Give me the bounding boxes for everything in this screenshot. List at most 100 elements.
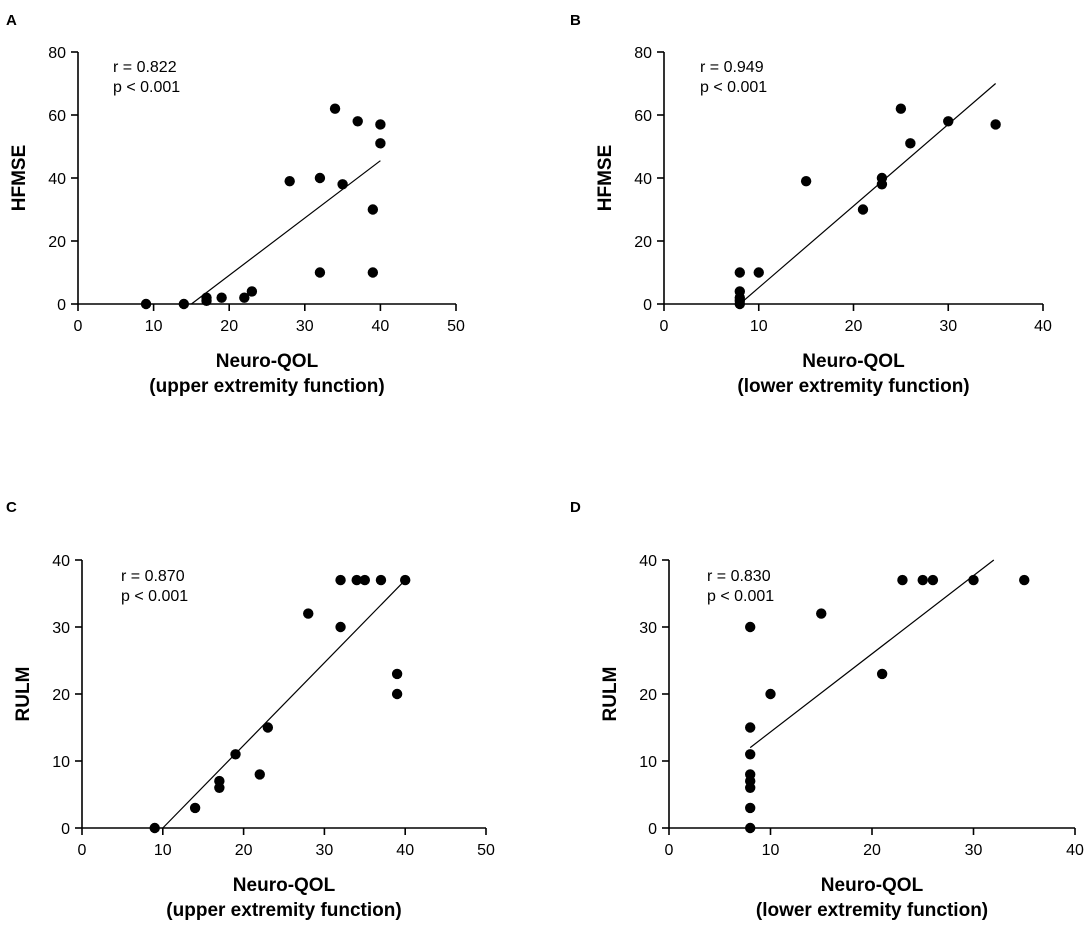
data-point <box>335 621 346 633</box>
data-point <box>375 574 387 586</box>
y-tick-label: 80 <box>634 45 652 62</box>
x-axis-title-line1: Neuro-QOL <box>802 351 905 372</box>
data-point <box>943 116 954 127</box>
x-tick-label: 30 <box>939 318 957 335</box>
panel-b: B 0 20 40 60 80 0 10 20 30 40 HFMSE Neuro-QOL (lower … <box>570 12 1052 397</box>
correlation-r: r = 0.830 <box>707 568 771 585</box>
data-point <box>375 138 386 149</box>
y-tick-label: 40 <box>48 171 66 188</box>
x-tick-label: 0 <box>665 842 674 859</box>
data-point <box>335 574 346 586</box>
y-tick-label: 30 <box>639 620 657 637</box>
data-point <box>189 802 201 814</box>
x-axis-title-line2: (lower extremity function) <box>756 900 988 921</box>
data-point <box>734 286 745 297</box>
x-tick-label: 20 <box>235 842 253 859</box>
data-point <box>745 769 756 780</box>
data-point <box>927 574 939 586</box>
data-point <box>857 204 869 215</box>
data-point <box>745 621 756 633</box>
data-point <box>897 574 908 586</box>
data-point <box>284 175 295 187</box>
correlation-p: p < 0.001 <box>707 588 774 605</box>
data-point <box>905 138 916 149</box>
y-tick-label: 10 <box>639 754 657 771</box>
x-tick-label: 20 <box>863 842 881 859</box>
data-point <box>352 116 363 127</box>
x-tick-label: 10 <box>145 318 163 335</box>
data-point <box>254 769 265 780</box>
x-tick-label: 20 <box>845 318 863 335</box>
data-point <box>314 267 326 278</box>
x-axis-title-line2: (upper extremity function) <box>166 900 401 921</box>
y-tick-label: 20 <box>634 234 652 251</box>
x-tick-label: 30 <box>296 318 314 335</box>
correlation-r: r = 0.949 <box>700 59 764 76</box>
regression-line <box>739 83 997 305</box>
y-axis-title: RULM <box>600 667 621 722</box>
data-point <box>400 574 411 586</box>
x-tick-label: 40 <box>1066 842 1084 859</box>
y-axis-title: HFMSE <box>9 145 30 212</box>
data-point <box>367 267 379 278</box>
data-point <box>816 608 827 619</box>
y-tick-label: 60 <box>634 108 652 125</box>
data-point <box>745 722 756 733</box>
correlation-p: p < 0.001 <box>121 588 188 605</box>
panel-a: A 0 20 40 60 80 0 10 20 30 40 50 HFMSE Neuro-QOL (uppe… <box>6 12 465 397</box>
y-tick-label: 0 <box>648 821 657 838</box>
data-point <box>201 292 212 303</box>
data-point <box>216 292 227 303</box>
panel-letter: A <box>6 12 17 29</box>
x-axis-title-line1: Neuro-QOL <box>821 875 924 896</box>
panel-c: C 0 10 20 30 40 0 10 20 30 40 50 RULM Neuro-QOL (upper… <box>6 499 495 921</box>
data-point <box>214 775 225 787</box>
y-tick-label: 80 <box>48 45 66 62</box>
regression-line <box>749 559 995 749</box>
data-point <box>765 688 776 700</box>
data-point <box>329 103 341 114</box>
data-point <box>351 574 362 586</box>
correlation-p: p < 0.001 <box>700 79 767 96</box>
data-point <box>990 119 1001 130</box>
x-tick-label: 10 <box>154 842 172 859</box>
x-tick-label: 30 <box>316 842 334 859</box>
panel-letter: D <box>570 499 581 516</box>
x-tick-label: 50 <box>477 842 495 859</box>
data-point <box>895 103 907 114</box>
data-point <box>149 822 160 834</box>
y-axis-title: RULM <box>13 667 34 722</box>
y-tick-label: 0 <box>643 297 652 314</box>
x-tick-label: 50 <box>447 318 465 335</box>
regression-line <box>162 579 406 829</box>
y-tick-label: 40 <box>634 171 652 188</box>
data-point <box>375 119 386 130</box>
data-point <box>140 298 152 310</box>
data-point <box>876 179 888 190</box>
data-point <box>230 749 241 760</box>
x-tick-label: 40 <box>1034 318 1052 335</box>
data-point <box>917 574 928 586</box>
data-point <box>968 574 979 586</box>
data-point <box>876 668 888 680</box>
correlation-p: p < 0.001 <box>113 79 180 96</box>
x-tick-label: 0 <box>660 318 669 335</box>
data-point <box>800 175 812 187</box>
y-tick-label: 10 <box>52 754 70 771</box>
y-tick-label: 60 <box>48 108 66 125</box>
data-point <box>178 298 190 310</box>
data-point <box>753 267 764 278</box>
panel-d: D 0 10 20 30 40 0 10 20 30 40 RULM Neuro-QOL (lower e… <box>570 499 1084 921</box>
regression-line <box>191 160 381 305</box>
x-axis-title-line2: (lower extremity function) <box>737 376 969 397</box>
x-tick-label: 40 <box>396 842 414 859</box>
x-tick-label: 0 <box>74 318 83 335</box>
y-tick-label: 40 <box>639 553 657 570</box>
data-point <box>359 574 370 586</box>
data-point <box>337 179 348 190</box>
y-tick-label: 20 <box>639 687 657 704</box>
panel-letter: B <box>570 12 581 29</box>
y-tick-label: 0 <box>61 821 70 838</box>
